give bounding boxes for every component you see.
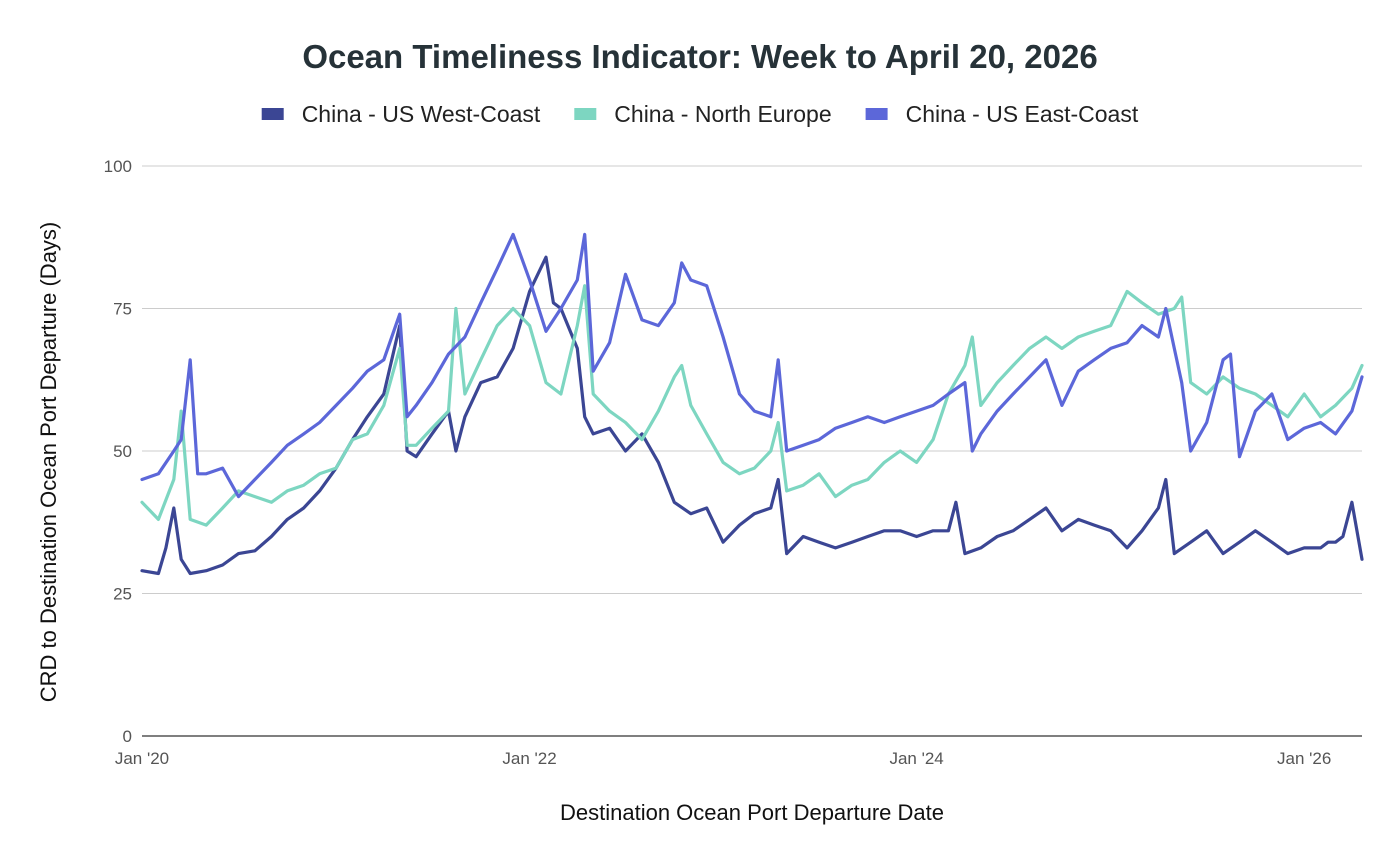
x-tick-label: Jan '24 xyxy=(889,749,943,768)
gridlines xyxy=(142,165,1362,737)
y-tick-label: 100 xyxy=(104,157,132,176)
x-axis-ticks: Jan '20 Jan '22 Jan '24 Jan '26 xyxy=(115,749,1332,768)
chart-title: Ocean Timeliness Indicator: Week to Apri… xyxy=(302,38,1097,75)
y-tick-label: 25 xyxy=(113,585,132,604)
legend-item-1: China - US West-Coast xyxy=(261,101,541,127)
y-tick-label: 75 xyxy=(113,300,132,319)
series-line-3 xyxy=(140,232,1364,499)
y-tick-label: 50 xyxy=(113,442,132,461)
series-line-2 xyxy=(140,284,1364,527)
series-lines xyxy=(140,232,1364,576)
legend-swatch xyxy=(261,108,284,120)
x-tick-label: Jan '22 xyxy=(502,749,556,768)
legend-item-2: China - North Europe xyxy=(574,101,832,127)
legend: China - US West-Coast China - North Europ… xyxy=(261,101,1139,127)
legend-label: China - North Europe xyxy=(614,101,831,127)
x-axis-label: Destination Ocean Port Departure Date xyxy=(560,800,944,825)
y-axis-ticks: 0 25 50 75 100 xyxy=(104,157,132,746)
legend-swatch xyxy=(865,108,888,120)
legend-swatch xyxy=(574,108,597,120)
legend-label: China - US West-Coast xyxy=(302,101,541,127)
legend-item-3: China - US East-Coast xyxy=(865,101,1139,127)
x-tick-label: Jan '26 xyxy=(1277,749,1331,768)
x-tick-label: Jan '20 xyxy=(115,749,169,768)
legend-label: China - US East-Coast xyxy=(906,101,1139,127)
y-axis-label: CRD to Destination Ocean Port Departure … xyxy=(36,222,61,703)
y-tick-label: 0 xyxy=(123,727,132,746)
